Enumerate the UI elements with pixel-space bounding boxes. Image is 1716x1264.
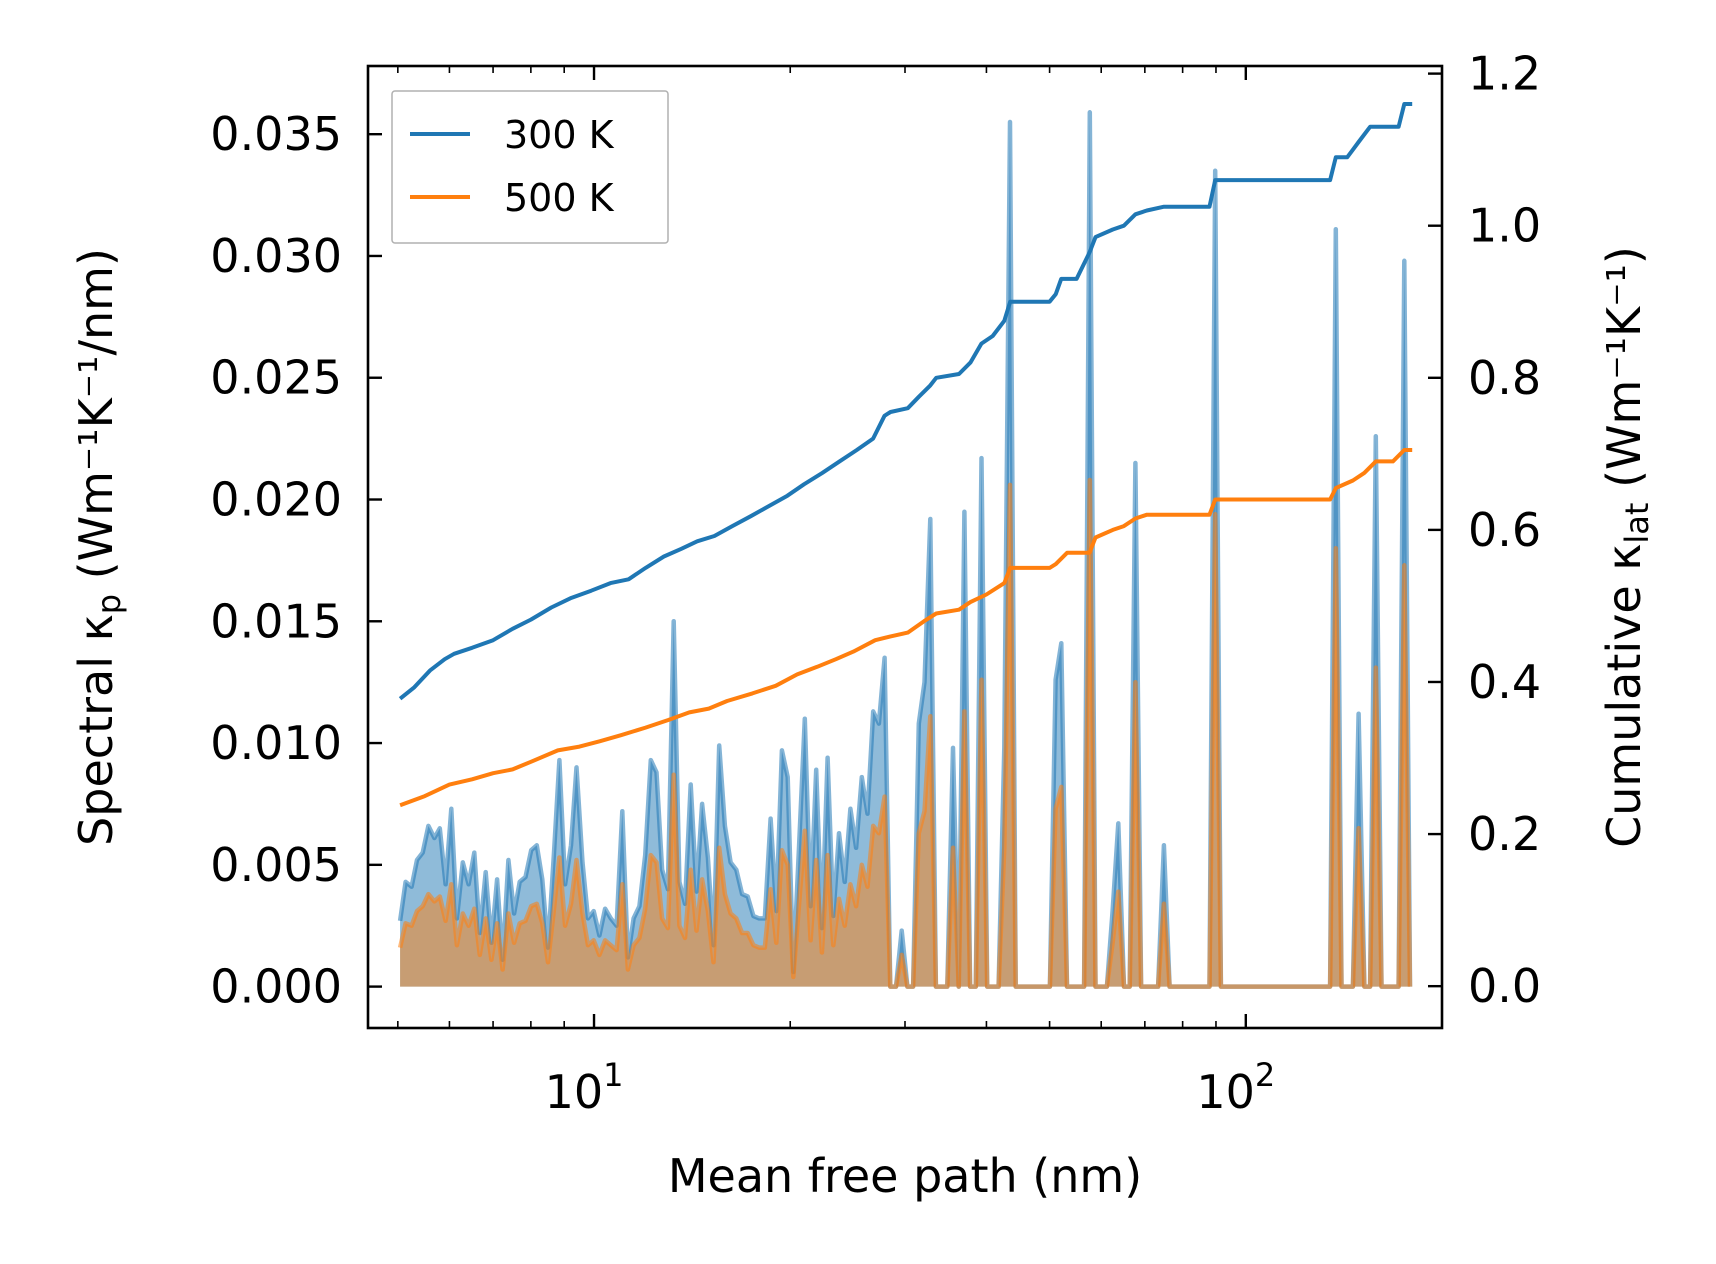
right-y-tick-label-0.4: 0.4	[1468, 655, 1541, 709]
legend-frame	[391, 90, 669, 244]
series-line-layer	[398, 102, 1413, 808]
right-y-tick-label-0.8: 0.8	[1468, 351, 1541, 405]
right-y-tick-label-0.0: 0.0	[1468, 959, 1541, 1013]
right-y-axis-title: Cumulative κlat (Wm⁻¹K⁻¹)	[1597, 246, 1656, 848]
x-axis-title: Mean free path (nm)	[668, 1149, 1142, 1203]
left-y-tick-label-0.020: 0.020	[210, 473, 342, 527]
legend: 300 K 500 K	[391, 90, 669, 244]
left-y-tick-label-0.015: 0.015	[210, 594, 342, 648]
x-tick-exponent-100: 2	[1255, 1056, 1275, 1094]
legend-label-500k: 500 K	[504, 176, 615, 220]
right-y-tick-label-1.2: 1.2	[1468, 47, 1541, 101]
left-y-tick-label-0.005: 0.005	[210, 838, 342, 892]
right-y-tick-label-0.2: 0.2	[1468, 807, 1541, 861]
left-y-title-prefix: Spectral κ	[69, 614, 123, 846]
left-y-tick-label-0.035: 0.035	[210, 107, 342, 161]
left-y-tick-label-0.010: 0.010	[210, 716, 342, 770]
right-y-tick-label-0.6: 0.6	[1468, 503, 1541, 557]
legend-label-300k: 300 K	[504, 113, 615, 157]
cumulative-line-300k	[398, 102, 1413, 701]
left-y-tick-label-0.000: 0.000	[210, 960, 342, 1014]
right-y-tick-label-1.0: 1.0	[1468, 199, 1541, 253]
left-y-title-subscript: p	[90, 594, 128, 614]
right-y-title-prefix: Cumulative κ	[1597, 544, 1651, 848]
left-y-tick-label-0.030: 0.030	[210, 229, 342, 283]
left-y-title-units: (Wm⁻¹K⁻¹/nm)	[69, 248, 123, 594]
left-y-axis-title: Spectral κp (Wm⁻¹K⁻¹/nm)	[69, 248, 128, 846]
right-y-title-units: (Wm⁻¹K⁻¹)	[1597, 246, 1651, 502]
cumulative-line-500k	[399, 448, 1413, 808]
x-tick-exponent-10: 1	[603, 1056, 623, 1094]
tick-label-layer: 0.000 0.005 0.010 0.015 0.020 0.025 0.030 0.035…	[210, 47, 1541, 1119]
right-y-title-subscript: lat	[1618, 503, 1656, 544]
left-y-tick-label-0.025: 0.025	[210, 351, 342, 405]
spectral-line-500k	[397, 477, 1413, 989]
tick-layer	[368, 66, 1443, 1028]
spectral-fill-layer	[397, 110, 1413, 989]
